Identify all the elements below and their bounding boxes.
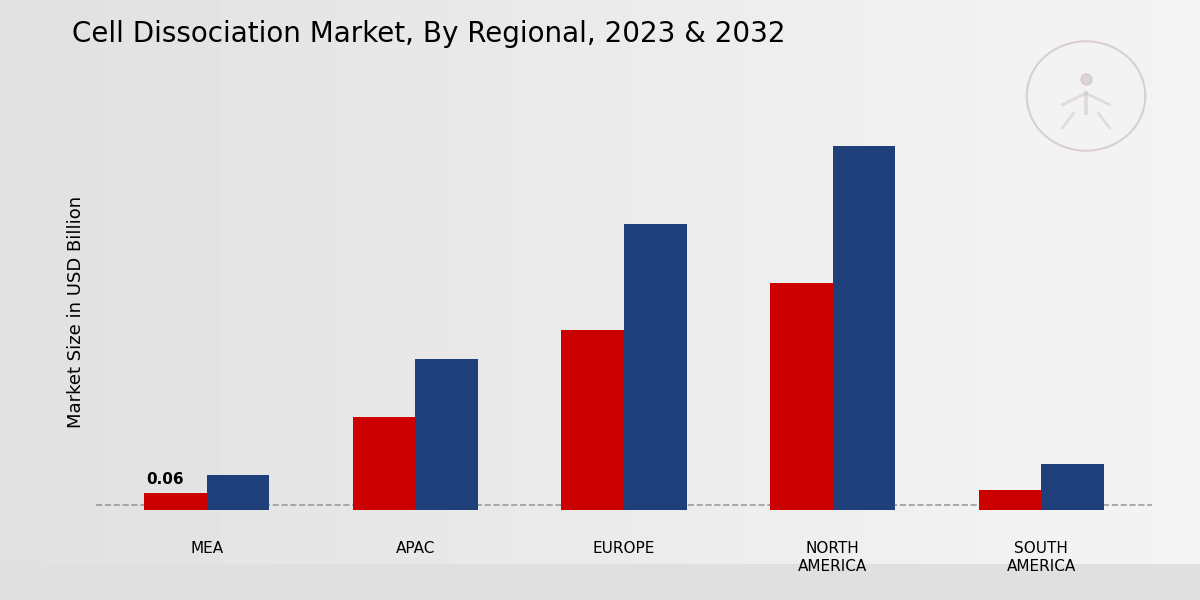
Text: 0.06: 0.06 <box>146 472 184 487</box>
Bar <box>624 224 686 511</box>
Bar <box>979 490 1042 511</box>
Bar <box>206 475 269 511</box>
Bar <box>415 359 478 511</box>
Text: Cell Dissociation Market, By Regional, 2023 & 2032: Cell Dissociation Market, By Regional, 2… <box>72 20 786 48</box>
Bar <box>1042 464 1104 511</box>
Y-axis label: Market Size in USD Billion: Market Size in USD Billion <box>67 196 85 428</box>
Bar <box>770 283 833 511</box>
Bar <box>144 493 206 511</box>
Bar <box>562 329 624 511</box>
Bar <box>833 146 895 511</box>
Bar <box>353 417 415 511</box>
